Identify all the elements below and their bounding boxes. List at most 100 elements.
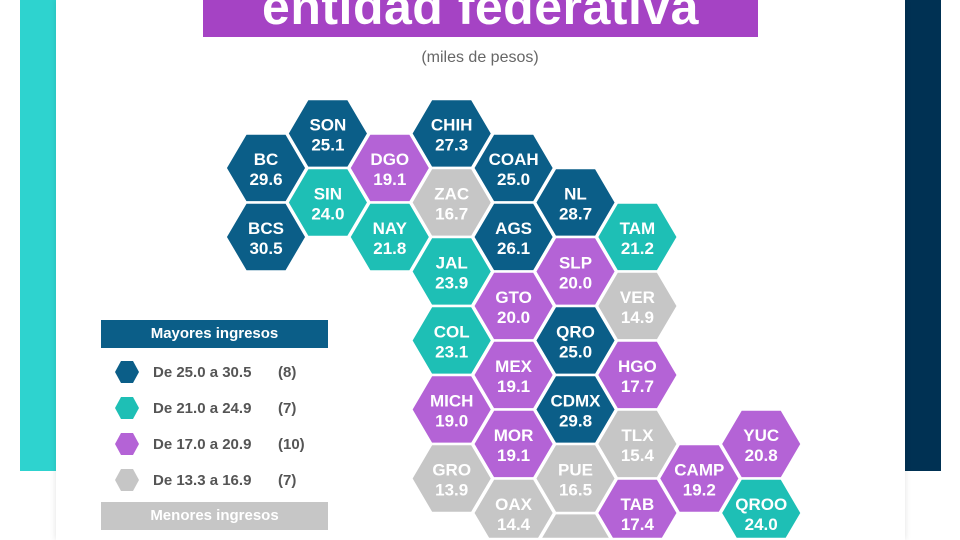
state-value: 13.9 bbox=[435, 481, 468, 500]
state-abbr: TAM bbox=[620, 219, 656, 238]
legend-count: (7) bbox=[278, 471, 297, 489]
state-value: 23.1 bbox=[435, 343, 468, 362]
state-value: 29.8 bbox=[559, 412, 592, 431]
legend-item: De 13.3 a 16.9 (7) bbox=[101, 462, 328, 498]
state-value: 30.5 bbox=[249, 239, 282, 258]
state-abbr: QROO bbox=[735, 495, 787, 514]
state-abbr: MOR bbox=[494, 426, 534, 445]
state-value: 19.1 bbox=[373, 170, 406, 189]
state-abbr: MICH bbox=[430, 392, 473, 411]
state-value: 16.7 bbox=[435, 205, 468, 224]
state-value: 21.8 bbox=[373, 239, 406, 258]
state-abbr: CHIH bbox=[431, 116, 473, 135]
legend-item: De 25.0 a 30.5 (8) bbox=[101, 354, 328, 390]
legend: Mayores ingresos De 25.0 a 30.5 (8) De 2… bbox=[101, 320, 328, 530]
state-abbr: COL bbox=[434, 323, 470, 342]
state-abbr: PUE bbox=[558, 461, 593, 480]
state-value: 19.1 bbox=[497, 377, 530, 396]
state-value: 19.2 bbox=[683, 481, 716, 500]
state-value: 21.2 bbox=[621, 239, 654, 258]
state-abbr: AGS bbox=[495, 219, 532, 238]
state-abbr: VER bbox=[620, 288, 655, 307]
state-abbr: DGO bbox=[370, 150, 409, 169]
state-abbr: TLX bbox=[621, 426, 654, 445]
state-value: 14.9 bbox=[621, 308, 654, 327]
accent-bar-left bbox=[20, 0, 56, 471]
state-abbr: ZAC bbox=[434, 185, 469, 204]
state-value: 20.0 bbox=[559, 274, 592, 293]
state-abbr: OAX bbox=[495, 495, 533, 514]
state-value: 20.8 bbox=[745, 446, 778, 465]
state-value: 15.4 bbox=[621, 446, 655, 465]
legend-count: (10) bbox=[278, 435, 305, 453]
legend-bottom-label: Menores ingresos bbox=[101, 502, 328, 530]
state-abbr: MEX bbox=[495, 357, 533, 376]
state-value: 19.0 bbox=[435, 412, 468, 431]
state-value: 25.0 bbox=[559, 343, 592, 362]
state-value: 24.0 bbox=[745, 515, 778, 534]
hexagon-icon bbox=[115, 469, 139, 491]
state-abbr: YUC bbox=[743, 426, 779, 445]
state-abbr: SIN bbox=[314, 185, 342, 204]
state-abbr: TAB bbox=[621, 495, 655, 514]
state-value: 27.3 bbox=[435, 136, 468, 155]
state-value: 25.1 bbox=[311, 136, 344, 155]
state-value: 17.7 bbox=[621, 377, 654, 396]
state-value: 20.0 bbox=[497, 308, 530, 327]
hexagon-icon bbox=[115, 397, 139, 419]
state-value: 14.4 bbox=[497, 515, 531, 534]
state-abbr: CDMX bbox=[550, 392, 601, 411]
hexagon-shape bbox=[719, 477, 804, 540]
legend-range: De 13.3 a 16.9 bbox=[153, 471, 252, 489]
hexagon-icon bbox=[115, 361, 139, 383]
state-abbr: GTO bbox=[495, 288, 532, 307]
legend-count: (8) bbox=[278, 363, 297, 381]
legend-item: De 17.0 a 20.9 (10) bbox=[101, 426, 328, 462]
legend-range: De 25.0 a 30.5 bbox=[153, 363, 252, 381]
legend-range: De 17.0 a 20.9 bbox=[153, 435, 252, 453]
state-value: 16.5 bbox=[559, 481, 592, 500]
state-value: 29.6 bbox=[249, 170, 282, 189]
accent-bar-right bbox=[905, 0, 941, 471]
state-value: 28.7 bbox=[559, 205, 592, 224]
legend-count: (7) bbox=[278, 399, 297, 417]
state-value: 26.1 bbox=[497, 239, 530, 258]
state-abbr: GRO bbox=[432, 461, 471, 480]
state-abbr: NAY bbox=[373, 219, 408, 238]
state-abbr: COAH bbox=[489, 150, 539, 169]
state-value: 25.0 bbox=[497, 170, 530, 189]
state-value: 23.9 bbox=[435, 274, 468, 293]
state-abbr: CAMP bbox=[674, 461, 724, 480]
legend-range: De 21.0 a 24.9 bbox=[153, 399, 252, 417]
legend-top-label: Mayores ingresos bbox=[101, 320, 328, 348]
state-value: 17.4 bbox=[621, 515, 655, 534]
state-abbr: JAL bbox=[436, 254, 468, 273]
hexagon-icon bbox=[115, 433, 139, 455]
state-value: 24.0 bbox=[311, 205, 344, 224]
state-value: 19.1 bbox=[497, 446, 530, 465]
state-abbr: BC bbox=[254, 150, 279, 169]
page-subtitle: (miles de pesos) bbox=[421, 49, 539, 66]
page-title: entidad federativa bbox=[203, 0, 758, 37]
state-abbr: SLP bbox=[559, 254, 592, 273]
state-abbr: NL bbox=[564, 185, 587, 204]
legend-item: De 21.0 a 24.9 (7) bbox=[101, 390, 328, 426]
